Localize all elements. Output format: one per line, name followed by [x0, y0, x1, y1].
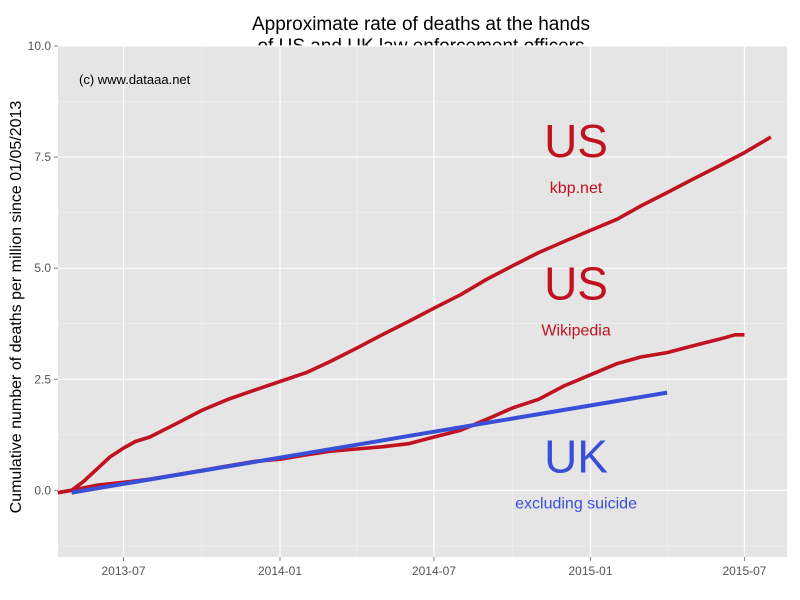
y-tick-label: 7.5: [34, 150, 51, 164]
x-tick-label: 2014-01: [258, 564, 302, 578]
watermark-text: (c) www.dataaa.net: [79, 72, 191, 87]
series-line-us-kbp: [57, 135, 772, 495]
annotation-title-uk: UK: [544, 431, 608, 483]
annotation-subtitle-us-wikipedia: Wikipedia: [541, 322, 610, 339]
annotation-title-us-wikipedia: US: [544, 257, 608, 309]
annotation-title-us-kbp: US: [544, 115, 608, 167]
y-tick-label: 5.0: [34, 261, 51, 275]
x-tick-label: 2015-01: [568, 564, 612, 578]
x-tick-label: 2014-07: [412, 564, 456, 578]
series-layer: [57, 135, 772, 495]
y-tick-label: 0.0: [34, 483, 51, 497]
chart-title-line-1: Approximate rate of deaths at the hands: [252, 14, 590, 35]
minor-gridlines: [58, 46, 787, 557]
y-tick-label: 2.5: [34, 372, 51, 386]
annotation-subtitle-us-kbp: kbp.net: [550, 180, 603, 197]
annotation-subtitle-uk: excluding suicide: [515, 496, 637, 513]
y-axis-ticks: 0.0 2.5 5.0 7.5 10.0: [28, 39, 58, 497]
x-tick-label: 2015-07: [722, 564, 766, 578]
plot-panel: [58, 46, 787, 557]
annotation-layer: US kbp.net US Wikipedia UK excluding suicide: [515, 115, 637, 512]
x-tick-label: 2013-07: [101, 564, 145, 578]
y-tick-label: 10.0: [28, 39, 52, 53]
series-line-uk: [71, 390, 668, 495]
x-axis-ticks: 2013-07 2014-01 2014-07 2015-01 2015-07: [101, 557, 767, 578]
major-gridlines: [58, 45, 787, 557]
